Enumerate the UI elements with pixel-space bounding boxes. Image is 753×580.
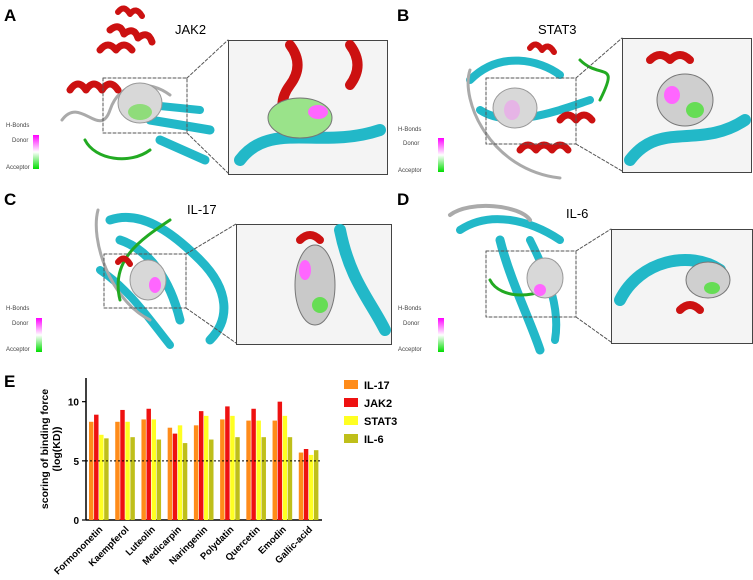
panel-label-a: A [4, 6, 17, 25]
bar-jak2-formononetin [94, 414, 99, 520]
legend-swatch-il-17 [344, 380, 358, 389]
panel-label-d: D [397, 190, 410, 209]
bar-il-17-emodin [272, 420, 278, 520]
zoom-detail-stat3 [624, 51, 751, 166]
category-label: Naringenin [167, 524, 210, 567]
panel-label-b: B [397, 6, 410, 25]
hbond-legend-acceptor: Acceptor [6, 165, 30, 171]
protein-name-il17: IL-17 [187, 202, 217, 217]
legend-label-il-17: IL-17 [364, 380, 390, 392]
bar-jak2-polydatin [225, 406, 230, 520]
bar-jak2-gallic-acid [303, 449, 309, 520]
protein-name-il6: IL-6 [566, 206, 589, 221]
hbond-legend-donor: Donor [12, 138, 29, 144]
hbond-color-bar [438, 138, 444, 172]
bar-stat3-formononetin [99, 434, 104, 520]
bar-stat3-gallic-acid [308, 454, 314, 520]
bar-il-6-medicarpin [182, 443, 188, 520]
panel-label-e: E [4, 372, 16, 391]
bar-il-17-kaempferol [115, 421, 120, 520]
hbond-legend-donor: Donor [403, 141, 420, 147]
hbond-legend-acceptor: Acceptor [398, 168, 422, 174]
hbond-legend-title: H-Bonds [398, 127, 422, 133]
hbond-legend-donor: Donor [12, 321, 29, 327]
category-label: Formononetin [52, 524, 105, 577]
docking-structures [60, 5, 751, 355]
zoom-detail-il6 [614, 254, 731, 314]
protein-structure-il17 [94, 208, 237, 349]
category-label: Gallic-acid [273, 524, 315, 566]
protein-name-stat3: STAT3 [538, 22, 577, 37]
panel-label-c: C [4, 190, 17, 209]
bar-il-6-luteolin [156, 439, 162, 520]
bar-stat3-naringenin [204, 415, 209, 520]
protein-structure-jak2 [60, 5, 229, 174]
bar-stat3-emodin [282, 415, 288, 520]
hbond-color-bar [33, 135, 39, 169]
legend-label-stat3: STAT3 [364, 416, 397, 428]
category-label: Polydatin [198, 524, 236, 562]
bar-il-6-naringenin [209, 439, 214, 520]
protein-structure-stat3 [466, 37, 623, 180]
bar-jak2-quercetin [251, 408, 256, 520]
category-label: Quercetin [223, 524, 262, 563]
legend-label-il-6: IL-6 [364, 434, 384, 446]
bar-il-17-naringenin [193, 425, 199, 520]
hbond-legend-acceptor: Acceptor [398, 347, 422, 353]
protein-structure-il6 [448, 203, 612, 355]
legend-label-jak2: JAK2 [364, 398, 392, 410]
bar-jak2-medicarpin [172, 433, 178, 520]
bar-stat3-kaempferol [125, 421, 130, 520]
bar-il-6-quercetin [261, 437, 266, 520]
bar-stat3-quercetin [256, 420, 261, 520]
bar-stat3-polydatin [230, 415, 235, 520]
hbond-legend-donor: Donor [403, 321, 420, 327]
y-tick-label: 10 [68, 398, 80, 409]
hbond-legend-title: H-Bonds [398, 306, 422, 312]
bar-il-17-polydatin [220, 419, 225, 520]
hbond-legend-title: H-Bonds [6, 306, 30, 312]
legend-swatch-stat3 [344, 416, 358, 425]
bar-il-17-luteolin [141, 419, 146, 520]
bar-jak2-emodin [277, 401, 283, 520]
bar-il-6-kaempferol [130, 437, 135, 520]
bar-jak2-kaempferol [120, 409, 125, 520]
hbond-color-bar [438, 318, 444, 352]
bar-il-6-emodin [287, 437, 293, 520]
y-axis-label: scoring of binding force(log(KD)) [39, 389, 63, 509]
legend-swatch-jak2 [344, 398, 358, 407]
category-label: Kaempferol [87, 524, 132, 569]
category-label: Luteolin [124, 524, 158, 558]
legend-swatch-il-6 [344, 434, 358, 443]
hbond-legend-title: H-Bonds [6, 123, 30, 129]
bar-il-6-formononetin [104, 438, 109, 520]
hbond-color-bar [36, 318, 42, 352]
y-tick-label: 0 [73, 516, 79, 527]
bar-jak2-luteolin [146, 408, 151, 520]
bar-il-17-formononetin [89, 421, 94, 520]
bar-il-17-gallic-acid [298, 452, 304, 520]
hbond-legend-acceptor: Acceptor [6, 347, 30, 353]
category-label: Emodin [256, 524, 289, 557]
bar-il-17-medicarpin [167, 427, 173, 520]
bar-il-17-quercetin [246, 420, 251, 520]
bar-il-6-gallic-acid [313, 450, 319, 520]
bar-stat3-luteolin [151, 419, 157, 520]
y-tick-label: 5 [73, 457, 79, 468]
zoom-detail-il17 [294, 224, 391, 336]
zoom-detail-jak2 [234, 40, 386, 166]
bar-stat3-medicarpin [177, 425, 183, 520]
bar-jak2-naringenin [198, 411, 204, 520]
protein-name-jak2: JAK2 [175, 22, 207, 37]
category-label: Medicarpin [141, 524, 184, 567]
bar-il-6-polydatin [235, 437, 240, 520]
